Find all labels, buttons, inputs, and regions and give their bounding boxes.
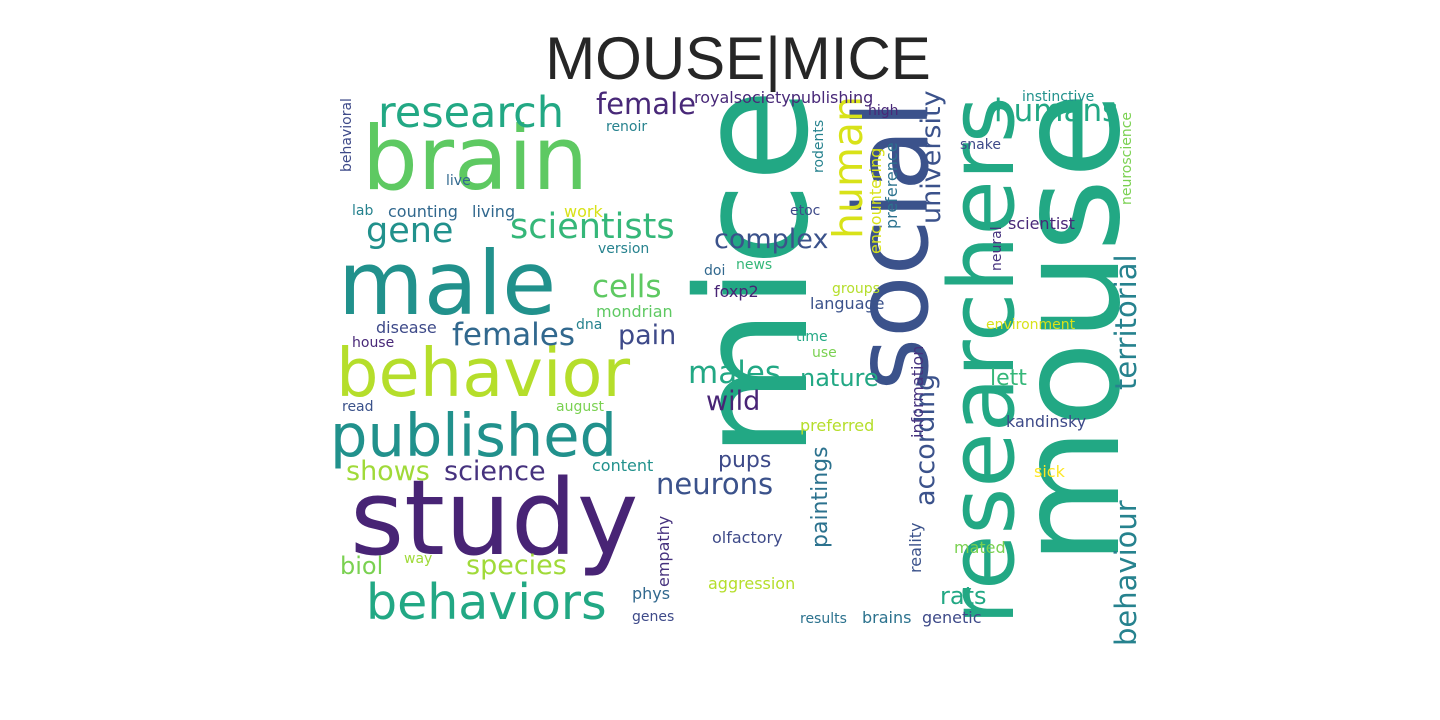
word-human: human bbox=[824, 95, 872, 239]
word-live: live bbox=[446, 173, 471, 189]
word-news: news bbox=[736, 257, 773, 273]
word-instinctive: instinctive bbox=[1022, 89, 1095, 105]
word-genetic: genetic bbox=[922, 608, 982, 627]
word-disease: disease bbox=[376, 318, 437, 337]
word-brains: brains bbox=[862, 608, 912, 627]
word-reality: reality bbox=[906, 522, 925, 573]
word-species: species bbox=[466, 550, 567, 581]
word-neurons: neurons bbox=[656, 467, 774, 501]
word-pups: pups bbox=[718, 448, 772, 473]
word-dna: dna bbox=[576, 317, 603, 333]
word-scientist: scientist bbox=[1008, 214, 1075, 233]
word-etoc: etoc bbox=[790, 203, 821, 219]
word-science: science bbox=[444, 456, 546, 487]
word-olfactory: olfactory bbox=[712, 528, 783, 547]
word-foxp2: foxp2 bbox=[714, 282, 759, 301]
word-neuroscience: neuroscience bbox=[1119, 111, 1135, 205]
word-genes: genes bbox=[632, 609, 675, 625]
page-title: MOUSE|MICE bbox=[545, 25, 931, 92]
word-males: males bbox=[688, 355, 782, 391]
word-snake: snake bbox=[960, 137, 1001, 153]
word-preferred: preferred bbox=[800, 416, 875, 435]
word-females: females bbox=[452, 317, 576, 353]
word-rats: rats bbox=[940, 582, 987, 610]
word-behaviour: behaviour bbox=[1109, 500, 1143, 646]
word-behavioral: behavioral bbox=[339, 98, 355, 172]
word-published: published bbox=[330, 401, 617, 470]
word-behaviors: behaviors bbox=[366, 574, 607, 631]
word-groups: groups bbox=[832, 281, 880, 297]
word-counting: counting bbox=[388, 202, 458, 221]
word-complex: complex bbox=[714, 224, 829, 255]
word-pain: pain bbox=[618, 320, 677, 351]
word-mated: mated bbox=[954, 538, 1006, 557]
word-university: university bbox=[916, 90, 947, 224]
word-neural: neural bbox=[989, 226, 1005, 271]
word-renoir: renoir bbox=[606, 119, 648, 135]
word-kandinsky: kandinsky bbox=[1006, 412, 1087, 431]
word-way: way bbox=[404, 551, 433, 567]
word-results: results bbox=[800, 611, 847, 627]
word-information: information bbox=[908, 345, 927, 438]
word-version: version bbox=[598, 241, 650, 257]
word-rodents: rodents bbox=[811, 119, 827, 173]
word-royalsocietypublishing: royalsocietypublishing bbox=[694, 88, 874, 107]
word-brain: brain bbox=[362, 107, 589, 210]
word-female: female bbox=[596, 87, 696, 121]
word-gene: gene bbox=[366, 211, 454, 251]
word-content: content bbox=[592, 456, 654, 475]
word-work: work bbox=[564, 202, 603, 221]
word-environment: environment bbox=[986, 317, 1076, 333]
word-time: time bbox=[796, 329, 828, 345]
word-preference: preference bbox=[882, 142, 901, 229]
word-high: high bbox=[868, 103, 899, 119]
word-cells: cells bbox=[592, 269, 662, 305]
word-doi: doi bbox=[704, 263, 726, 279]
word-read: read bbox=[342, 399, 374, 415]
word-behavior: behavior bbox=[336, 334, 631, 412]
word-lab: lab bbox=[352, 203, 374, 219]
word-shows: shows bbox=[346, 456, 430, 487]
word-house: house bbox=[352, 335, 395, 351]
word-use: use bbox=[812, 345, 837, 361]
word-mondrian: mondrian bbox=[596, 302, 673, 321]
word-lett: lett bbox=[990, 366, 1027, 391]
word-phys: phys bbox=[632, 584, 671, 603]
word-paintings: paintings bbox=[808, 446, 833, 548]
word-biol: biol bbox=[340, 552, 384, 580]
word-male: male bbox=[338, 232, 557, 335]
word-territorial: territorial bbox=[1109, 254, 1143, 390]
word-study: study bbox=[350, 457, 639, 579]
word-empathy: empathy bbox=[654, 515, 673, 587]
word-wild: wild bbox=[706, 386, 761, 417]
word-august: august bbox=[556, 399, 604, 415]
word-language: language bbox=[810, 294, 885, 313]
word-aggression: aggression bbox=[708, 574, 796, 593]
word-nature: nature bbox=[800, 364, 879, 392]
word-research: research bbox=[378, 88, 565, 138]
word-living: living bbox=[472, 202, 516, 221]
word-scientists: scientists bbox=[510, 207, 675, 247]
word-sick: sick bbox=[1034, 462, 1065, 481]
word-humans: humans bbox=[994, 93, 1119, 129]
